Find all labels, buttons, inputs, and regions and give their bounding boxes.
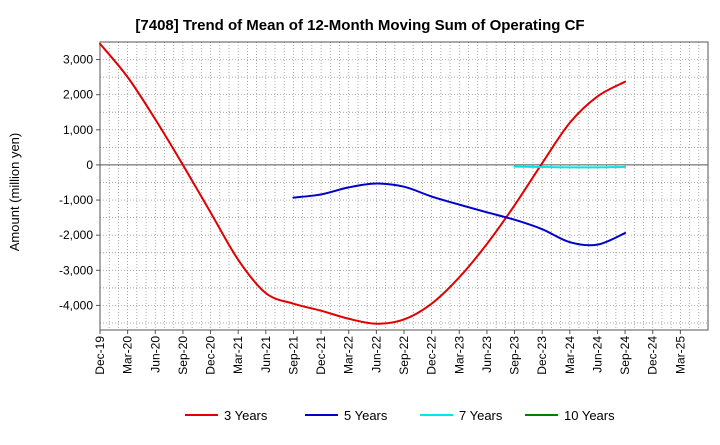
x-tick-label: Mar-20 [121, 336, 135, 374]
axes: 3,000 2,000 1,000 0 -1,000 -2,000 -3,000 -4,000… [59, 41, 709, 375]
legend-label-10-years: 10 Years [564, 408, 615, 423]
x-tick-label: Mar-25 [673, 336, 687, 374]
y-tick-label: 1,000 [63, 123, 93, 137]
x-tick-label: Dec-20 [204, 336, 218, 375]
x-tick-label: Mar-22 [342, 336, 356, 374]
y-tick-label: -3,000 [59, 263, 93, 277]
legend-label-5-years: 5 Years [344, 408, 388, 423]
x-tick-label: Jun-20 [148, 336, 162, 373]
series-lines [99, 42, 627, 325]
x-tick-label: Dec-19 [93, 336, 107, 375]
x-tick-label: Sep-20 [176, 336, 190, 375]
chart-title: [7408] Trend of Mean of 12-Month Moving … [135, 17, 584, 34]
y-tick-label: 2,000 [63, 88, 93, 102]
x-tick-label: Jun-22 [369, 336, 383, 373]
y-axis-label: Amount (million yen) [7, 133, 22, 252]
x-tick-label: Sep-21 [286, 336, 300, 375]
x-tick-label: Mar-21 [231, 336, 245, 374]
x-tick-label: Mar-24 [563, 336, 577, 374]
x-tick-label: Dec-23 [535, 336, 549, 375]
x-tick-label: Dec-21 [314, 336, 328, 375]
y-tick-label: -2,000 [59, 228, 93, 242]
legend-label-7-years: 7 Years [459, 408, 503, 423]
x-tick-label: Sep-24 [618, 336, 632, 375]
x-tick-label: Jun-21 [259, 336, 273, 373]
y-tick-label: 0 [86, 158, 93, 172]
x-tick-label: Dec-24 [646, 336, 660, 375]
legend-label-3-years: 3 Years [224, 408, 268, 423]
series-line-7-years [513, 165, 627, 169]
y-tick-label: 3,000 [63, 53, 93, 67]
legend: 3 Years 5 Years 7 Years 10 Years [185, 408, 615, 423]
x-tick-label: Jun-24 [590, 336, 604, 373]
y-tick-label: -4,000 [59, 298, 93, 312]
x-tick-label: Mar-23 [452, 336, 466, 374]
x-tick-label: Sep-22 [397, 336, 411, 375]
x-tick-label: Dec-22 [425, 336, 439, 375]
y-tick-label: -1,000 [59, 193, 93, 207]
x-tick-label: Sep-23 [508, 336, 522, 375]
series-line-5-years [292, 182, 627, 247]
x-tick-label: Jun-23 [480, 336, 494, 373]
